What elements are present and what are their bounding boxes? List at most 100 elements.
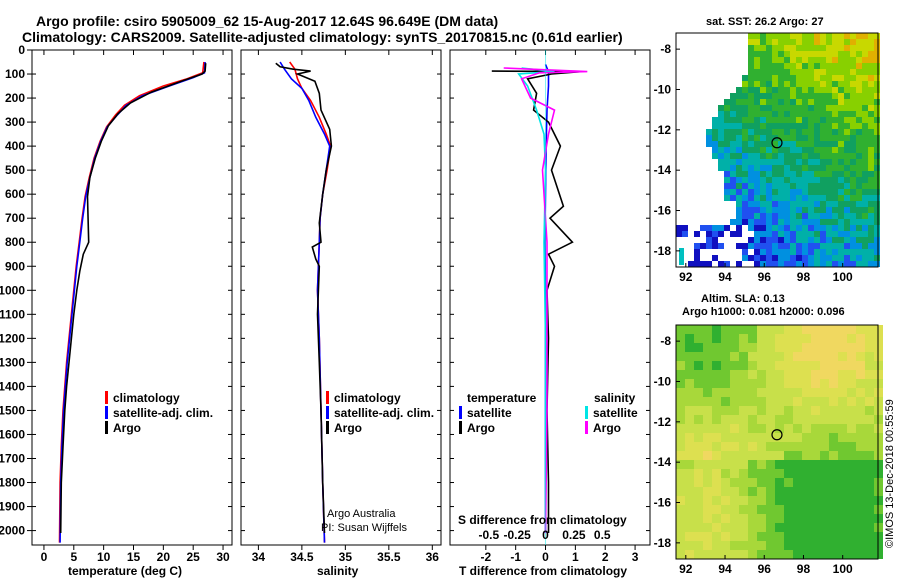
sst-cell xyxy=(850,45,856,51)
sst-cell xyxy=(724,153,730,159)
sst-cell xyxy=(868,33,874,39)
temperature-profile-lines xyxy=(58,61,207,543)
sst-cell xyxy=(826,81,832,87)
salinity-profile-lines xyxy=(275,61,333,543)
sla-cell xyxy=(676,541,685,550)
sst-cell xyxy=(754,243,760,249)
sla-cell xyxy=(748,424,757,433)
sst-cell xyxy=(754,51,760,57)
x-tick-label: 0 xyxy=(41,550,48,564)
sst-cell xyxy=(856,147,862,153)
sla-cell xyxy=(847,415,856,424)
sst-cell xyxy=(832,255,838,261)
sst-cell xyxy=(676,231,682,237)
sst-cell xyxy=(772,81,778,87)
sla-cell xyxy=(775,424,784,433)
sla-cell xyxy=(730,397,739,406)
sst-cell xyxy=(790,75,796,81)
sla-cell xyxy=(730,451,739,460)
x-tick-label: 5 xyxy=(70,550,77,564)
sst-cell xyxy=(862,105,868,111)
sla-cell xyxy=(811,370,820,379)
sla-cell xyxy=(748,532,757,541)
sla-cell xyxy=(793,550,802,559)
sst-cell xyxy=(706,141,712,147)
sst-cell xyxy=(838,129,844,135)
sst-cell xyxy=(820,207,826,213)
sst-cell xyxy=(778,165,784,171)
sst-cell xyxy=(754,75,760,81)
sst-cell xyxy=(778,39,784,45)
sst-cell xyxy=(814,189,820,195)
sst-cell xyxy=(724,183,730,189)
sst-cell xyxy=(844,213,850,219)
sla-cell xyxy=(721,343,730,352)
sst-cell xyxy=(742,81,748,87)
sst-cell xyxy=(712,117,718,123)
sst-cell xyxy=(814,237,820,243)
sla-cell xyxy=(757,541,766,550)
sst-cell xyxy=(778,231,784,237)
sst-cell xyxy=(742,99,748,105)
sst-cell xyxy=(724,159,730,165)
sla-cell xyxy=(721,514,730,523)
sst-cell xyxy=(820,57,826,63)
sst-cell xyxy=(820,183,826,189)
sst-cell xyxy=(778,93,784,99)
sst-cell xyxy=(832,57,838,63)
depth-tick-label: 400 xyxy=(5,139,25,153)
sla-cell xyxy=(775,406,784,415)
sla-cell xyxy=(703,370,712,379)
sst-cell xyxy=(802,201,808,207)
sst-cell xyxy=(820,195,826,201)
sst-cell xyxy=(760,129,766,135)
sla-cell xyxy=(811,523,820,532)
sla-cell xyxy=(757,514,766,523)
sla-cell xyxy=(748,460,757,469)
sst-cell xyxy=(760,147,766,153)
sst-cell xyxy=(862,177,868,183)
sla-cell xyxy=(811,361,820,370)
sla-cell xyxy=(712,334,721,343)
sst-cell xyxy=(760,213,766,219)
sst-cell xyxy=(724,129,730,135)
sst-cell xyxy=(802,45,808,51)
sla-cell xyxy=(739,523,748,532)
sla-cell xyxy=(712,361,721,370)
depth-tick-label: 600 xyxy=(5,187,25,201)
sla-cell xyxy=(820,397,829,406)
sla-map-title-line2: Argo h1000: 0.081 h2000: 0.096 xyxy=(682,306,845,318)
sst-cell xyxy=(748,93,754,99)
sst-cell xyxy=(802,213,808,219)
sla-cell xyxy=(847,550,856,559)
sla-map-border xyxy=(675,324,879,560)
sst-cell xyxy=(784,201,790,207)
sst-cell xyxy=(838,123,844,129)
sst-cell xyxy=(802,129,808,135)
sst-cell xyxy=(850,195,856,201)
sst-cell xyxy=(766,135,772,141)
sst-cell xyxy=(730,195,736,201)
sla-cell xyxy=(730,532,739,541)
sla-cell xyxy=(685,397,694,406)
sst-cell xyxy=(760,225,766,231)
sst-cell xyxy=(868,243,874,249)
sla-cell xyxy=(820,334,829,343)
depth-tick-label: 1300 xyxy=(0,355,25,369)
sst-cell xyxy=(814,33,820,39)
sla-cell xyxy=(694,541,703,550)
sla-cell xyxy=(685,478,694,487)
sst-cell xyxy=(736,219,742,225)
sla-cell xyxy=(721,496,730,505)
sla-cell xyxy=(793,505,802,514)
sst-cell xyxy=(748,39,754,45)
sla-cell xyxy=(775,442,784,451)
sst-cell xyxy=(730,183,736,189)
sst-cell xyxy=(796,63,802,69)
sst-cell xyxy=(742,105,748,111)
sst-cell xyxy=(772,51,778,57)
sla-cell xyxy=(856,550,865,559)
sla-cell xyxy=(820,424,829,433)
series-line-climatology xyxy=(58,61,205,543)
sst-cell xyxy=(784,33,790,39)
